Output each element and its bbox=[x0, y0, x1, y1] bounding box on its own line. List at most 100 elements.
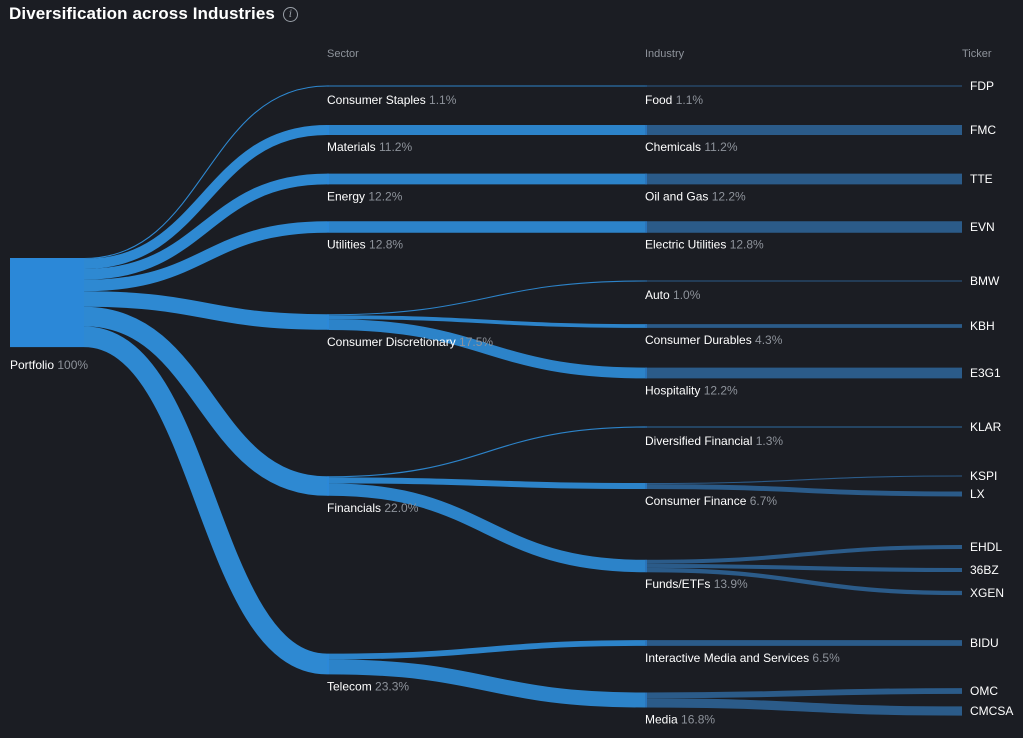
ticker-label-xgen: XGEN bbox=[970, 586, 1004, 600]
sector-pct-consumer-staples: 1.1% bbox=[429, 93, 457, 107]
sector-node-materials bbox=[327, 125, 329, 135]
industry-node-hospitality bbox=[645, 367, 647, 379]
industry-pct-consumer-durables: 4.3% bbox=[755, 333, 783, 347]
industry-pct-electric-utilities: 12.8% bbox=[730, 238, 764, 252]
flow-financials-diversified-financial bbox=[328, 426, 646, 478]
ticker-label-kbh: KBH bbox=[970, 319, 995, 333]
info-icon[interactable]: i bbox=[282, 6, 298, 22]
industry-node-food bbox=[645, 85, 647, 87]
column-header-sector: Sector bbox=[327, 48, 359, 60]
industry-node-consumer-finance bbox=[645, 483, 647, 489]
industry-node-chemicals bbox=[645, 125, 647, 135]
sector-pct-utilities: 12.8% bbox=[369, 238, 403, 252]
flow-consumer-discretionary-consumer-durables bbox=[328, 315, 646, 328]
ticker-label-evn: EVN bbox=[970, 220, 995, 234]
flow-telecom-media bbox=[328, 659, 646, 708]
flow-portfolio-consumer-discretionary bbox=[83, 291, 328, 330]
sector-pct-energy: 12.2% bbox=[368, 189, 402, 203]
ticker-label-ehdl: EHDL bbox=[970, 540, 1002, 554]
ticker-label-36bz: 36BZ bbox=[970, 563, 999, 577]
flow-consumer-finance-kspi bbox=[644, 475, 963, 485]
ticker-label-fdp: FDP bbox=[970, 79, 994, 93]
industry-label-electric-utilities: Electric Utilities 12.8% bbox=[645, 238, 764, 252]
flow-portfolio-consumer-staples bbox=[83, 85, 328, 260]
industry-pct-auto: 1.0% bbox=[673, 288, 701, 302]
flow-media-cmcsa bbox=[644, 698, 963, 716]
industry-pct-media: 16.8% bbox=[681, 712, 715, 726]
sector-label-materials: Materials 11.2% bbox=[327, 140, 412, 154]
flow-portfolio-energy bbox=[83, 173, 328, 280]
ticker-label-omc: OMC bbox=[970, 684, 998, 698]
industry-pct-hospitality: 12.2% bbox=[704, 383, 738, 397]
sector-label-consumer-discretionary: Consumer Discretionary 17.5% bbox=[327, 335, 493, 349]
ticker-label-lx: LX bbox=[970, 487, 985, 501]
flow-portfolio-financials bbox=[83, 306, 328, 496]
industry-pct-funds-etfs: 13.9% bbox=[714, 577, 748, 591]
ticker-label-klar: KLAR bbox=[970, 420, 1002, 434]
industry-label-media: Media 16.8% bbox=[645, 712, 715, 726]
sector-label-utilities: Utilities 12.8% bbox=[327, 238, 403, 252]
flow-portfolio-materials bbox=[83, 125, 328, 269]
label-layer: Portfolio 100% Consumer Staples 1.1% Mater… bbox=[10, 79, 1013, 726]
flow-portfolio-utilities bbox=[83, 221, 328, 292]
industry-node-electric-utilities bbox=[645, 221, 647, 233]
industry-label-consumer-durables: Consumer Durables 4.3% bbox=[645, 333, 783, 347]
flow-media-omc bbox=[644, 688, 963, 699]
ticker-label-bidu: BIDU bbox=[970, 636, 999, 650]
ticker-label-kspi: KSPI bbox=[970, 469, 997, 483]
sector-pct-financials: 22.0% bbox=[384, 501, 418, 515]
ticker-label-bmw: BMW bbox=[970, 274, 1000, 288]
portfolio-bar bbox=[10, 258, 84, 348]
sector-node-telecom bbox=[327, 653, 329, 675]
industry-pct-consumer-finance: 6.7% bbox=[750, 494, 778, 508]
flow-portfolio-telecom bbox=[83, 326, 328, 675]
sector-label-energy: Energy 12.2% bbox=[327, 189, 403, 203]
ticker-label-cmcsa: CMCSA bbox=[970, 704, 1013, 718]
sector-pct-consumer-discretionary: 17.5% bbox=[459, 335, 493, 349]
industry-label-chemicals: Chemicals 11.2% bbox=[645, 140, 738, 154]
sector-pct-telecom: 23.3% bbox=[375, 679, 409, 693]
industry-node-funds-etfs bbox=[645, 559, 647, 573]
industry-node-interactive-media-and-services bbox=[645, 640, 647, 646]
chart-title: Diversification across Industries bbox=[9, 4, 275, 23]
sector-node-consumer-staples bbox=[327, 85, 329, 87]
industry-label-diversified-financial: Diversified Financial 1.3% bbox=[645, 434, 783, 448]
bar-layer bbox=[10, 85, 647, 708]
sector-node-financials bbox=[327, 476, 329, 496]
industry-pct-interactive-media-and-services: 6.5% bbox=[812, 651, 840, 665]
flow-financials-funds-etfs bbox=[328, 483, 646, 573]
sector-label-telecom: Telecom 23.3% bbox=[327, 679, 409, 693]
flow-consumer-discretionary-auto bbox=[328, 280, 646, 316]
industry-label-funds-etfs: Funds/ETFs 13.9% bbox=[645, 577, 748, 591]
sector-pct-materials: 11.2% bbox=[379, 140, 412, 154]
flow-consumer-discretionary-hospitality bbox=[328, 319, 646, 379]
industry-label-oil-and-gas: Oil and Gas 12.2% bbox=[645, 189, 746, 203]
industry-node-oil-and-gas bbox=[645, 173, 647, 185]
sector-node-energy bbox=[327, 173, 329, 185]
flow-layer bbox=[83, 85, 963, 716]
flow-funds-etfs-ehdl bbox=[644, 544, 963, 564]
ticker-label-fmc: FMC bbox=[970, 123, 996, 137]
column-header-industry: Industry bbox=[645, 48, 685, 60]
ticker-label-tte: TTE bbox=[970, 172, 993, 186]
industry-node-consumer-durables bbox=[645, 324, 647, 328]
industry-pct-oil-and-gas: 12.2% bbox=[712, 189, 746, 203]
industry-label-auto: Auto 1.0% bbox=[645, 288, 701, 302]
portfolio-label: Portfolio 100% bbox=[10, 358, 88, 372]
sector-node-consumer-discretionary bbox=[327, 314, 329, 330]
industry-pct-diversified-financial: 1.3% bbox=[756, 434, 784, 448]
ticker-label-e3g1: E3G1 bbox=[970, 366, 1001, 380]
industry-node-auto bbox=[645, 280, 647, 282]
industry-label-consumer-finance: Consumer Finance 6.7% bbox=[645, 494, 777, 508]
flow-financials-consumer-finance bbox=[328, 477, 646, 489]
industry-node-media bbox=[645, 692, 647, 708]
flow-consumer-finance-lx bbox=[644, 484, 963, 497]
industry-label-interactive-media-and-services: Interactive Media and Services 6.5% bbox=[645, 651, 840, 665]
flow-funds-etfs-xgen bbox=[644, 567, 963, 596]
sector-label-consumer-staples: Consumer Staples 1.1% bbox=[327, 93, 457, 107]
portfolio-pct: 100% bbox=[57, 358, 88, 372]
industry-pct-chemicals: 11.2% bbox=[704, 140, 737, 154]
industry-label-food: Food 1.1% bbox=[645, 93, 703, 107]
industry-pct-food: 1.1% bbox=[676, 93, 704, 107]
